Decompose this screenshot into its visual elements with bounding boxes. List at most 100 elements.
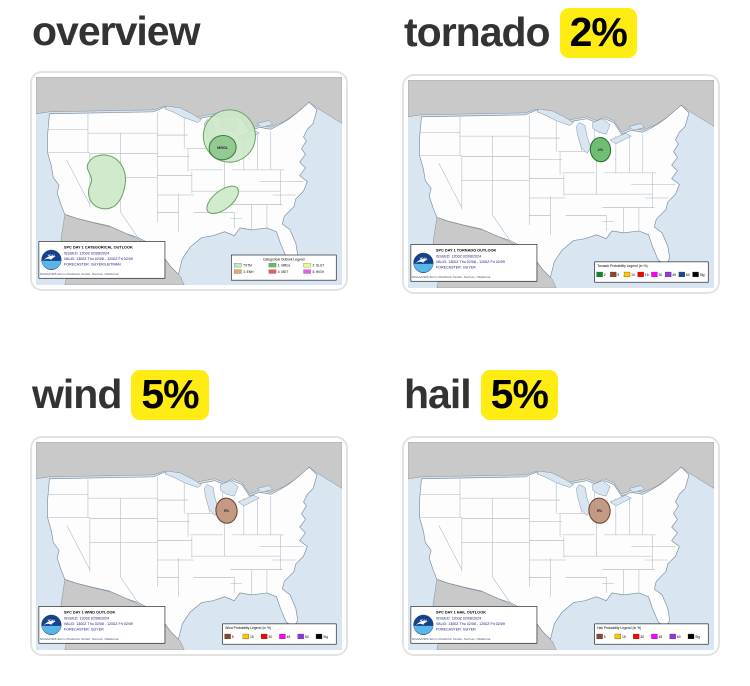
legend-label: 30: [659, 273, 663, 277]
legend-label: 60: [305, 635, 309, 639]
great-lake: [256, 120, 274, 128]
legend-label: 30: [268, 635, 272, 639]
panel-title-overview: overview: [32, 8, 350, 55]
great-lake: [164, 471, 202, 489]
info-line: SPC DAY 1 HAIL OUTLOOK: [436, 611, 486, 615]
panel-title-text: overview: [32, 8, 200, 54]
hail-5-percent: 5%: [588, 497, 611, 525]
noaa-logo-icon: NOAA: [413, 252, 434, 274]
great-lake: [536, 471, 574, 489]
tornado-2-percent: 2%: [589, 137, 612, 163]
percent-badge: 2%: [559, 8, 637, 59]
conus-outline: [419, 466, 690, 641]
legend-title: Hail Probability Legend (in %): [597, 626, 641, 630]
legend-label: Sig: [700, 273, 705, 277]
info-line: ISSUED: 1200Z 02/08/2024: [436, 617, 481, 621]
svg-text:NOAA: NOAA: [420, 620, 428, 623]
panel-hail: hail 5% 5% NOAA SPC DAY 1 HAIL OUTLOOK ISSUE…: [402, 370, 722, 657]
great-lake: [256, 485, 274, 493]
svg-text:NOAA: NOAA: [48, 620, 56, 623]
state-borders: [419, 114, 676, 241]
state-borders: [419, 477, 676, 604]
legend-label: TSTM: [243, 264, 252, 268]
info-line: ISSUED: 1200Z 02/08/2024: [436, 254, 481, 258]
area-label: 5%: [224, 509, 230, 513]
great-lake: [536, 108, 574, 126]
noaa-logo-icon: NOAA: [41, 249, 62, 271]
categorical-outlook-map: MRGL NOAA SPC DAY 1 CATEGORICAL OUTLOOKISS…: [36, 77, 342, 286]
legend-box: Tornado Probability Legend (in %) 2 5 10 15 3…: [594, 261, 709, 283]
info-line: VALID: 1300Z Thu 02/08 - 1200Z Fri 02/09: [436, 622, 505, 626]
legend-title: Wind Probability Legend (in %): [225, 626, 271, 630]
south-general-thunder: [206, 185, 240, 215]
panel-title-text: wind: [32, 371, 122, 418]
great-lake: [592, 480, 611, 497]
legend-label: 3: ENH: [243, 270, 254, 274]
canada-landmass: [408, 80, 714, 133]
canada-landmass: [408, 442, 714, 495]
legend-title: Tornado Probability Legend (in %): [597, 264, 647, 268]
area-label: MRGL: [217, 146, 228, 150]
legend-label: 15: [645, 273, 649, 277]
great-lake: [609, 133, 632, 145]
outlook-grid: overview MRGL NOAA SPC DAY 1 CATEGORICAL O…: [30, 8, 722, 657]
info-line: FORECASTER: GUYER: [436, 628, 476, 632]
legend-label: 5: [232, 635, 234, 639]
legend-label: 15: [250, 635, 254, 639]
panel-title-text: tornado: [404, 9, 551, 55]
legend-label: 30: [640, 635, 644, 639]
legend-label: 15: [622, 635, 626, 639]
legend-title: Categorical Outlook Legend: [263, 257, 305, 261]
great-lake: [237, 495, 260, 507]
map-card-hail: 5% NOAA SPC DAY 1 HAIL OUTLOOK ISSUED: 1200…: [402, 436, 720, 657]
info-line: SPC DAY 1 TORNADO OUTLOOK: [436, 249, 497, 253]
great-lake: [609, 495, 632, 507]
info-line: FORECASTER: GUYER/LEITMAN: [64, 263, 121, 267]
map-card-wind: 5% NOAA SPC DAY 1 WIND OUTLOOK ISSUED: 1200…: [30, 436, 348, 657]
legend-label: 4: MDT: [278, 270, 288, 274]
percent-badge: 5%: [131, 370, 209, 421]
panel-title-hail: hail 5%: [404, 370, 722, 421]
wind-5-percent: 5%: [215, 497, 238, 525]
panel-overview: overview MRGL NOAA SPC DAY 1 CATEGORICAL O…: [30, 8, 350, 294]
midwest-marginal: MRGL: [208, 135, 237, 161]
map-card-tornado: 2% NOAA SPC DAY 1 TORNADO OUTLOOK ISSUED: 1…: [402, 74, 720, 295]
noaa-logo-icon: NOAA: [413, 615, 434, 636]
svg-text:NOAA: NOAA: [48, 255, 56, 258]
great-lake: [164, 105, 202, 123]
percent-badge: 5%: [480, 370, 558, 421]
legend-label: 5: HIGH: [312, 270, 324, 274]
legend-label: 10: [631, 273, 635, 277]
legend-label: 1: MRGL: [278, 264, 291, 268]
canada-landmass: [36, 442, 342, 495]
panel-title-wind: wind 5%: [32, 370, 350, 421]
conus-outline: [47, 466, 318, 641]
info-line: VALID: 1300Z Thu 02/08 - 1200Z Fri 02/09: [64, 622, 133, 626]
info-line: SPC DAY 1 CATEGORICAL OUTLOOK: [64, 246, 133, 250]
legend-label: 45: [672, 273, 676, 277]
panel-title-tornado: tornado 2%: [404, 8, 722, 59]
info-line: FORECASTER: GUYER: [64, 628, 104, 632]
panel-wind: wind 5% 5% NOAA SPC DAY 1 WIND OUTLOOK ISSUE…: [30, 370, 350, 657]
info-line: NOAA/NWS Storm Prediction Center, Norman…: [40, 637, 119, 641]
legend-label: 2: [604, 273, 606, 277]
great-lake: [220, 480, 239, 497]
great-lake: [576, 484, 592, 517]
info-line: VALID: 1300Z Thu 02/08 - 1200Z Fri 02/09: [64, 257, 133, 261]
map-card-overview: MRGL NOAA SPC DAY 1 CATEGORICAL OUTLOOK ISS…: [30, 71, 348, 292]
great-lake: [628, 485, 646, 493]
svg-text:NOAA: NOAA: [420, 258, 428, 261]
west-general-thunder: [86, 154, 127, 210]
legend-label: 45: [659, 635, 663, 639]
info-line: ISSUED: 1200Z 02/08/2024: [64, 617, 109, 621]
legend-label: Sig: [695, 635, 700, 639]
info-box: NOAA SPC DAY 1 CATEGORICAL OUTLOOKISSUED:…: [38, 241, 166, 279]
legend-box: Categorical Outlook Legend TSTM 1: MRGL 2: …: [231, 254, 337, 281]
info-line: NOAA/NWS Storm Prediction Center, Norman…: [412, 637, 491, 641]
great-lake: [204, 484, 220, 517]
info-line: NOAA/NWS Storm Prediction Center, Norman…: [412, 275, 491, 279]
legend-label: Sig: [323, 635, 328, 639]
info-box: NOAA SPC DAY 1 HAIL OUTLOOK ISSUED: 1200Z …: [410, 606, 538, 644]
state-borders: [47, 477, 304, 604]
